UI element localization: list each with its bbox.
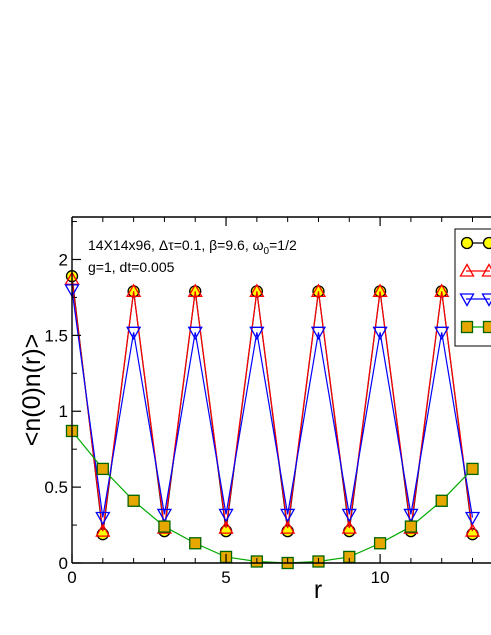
- legend-marker-circle: [460, 236, 474, 250]
- legend-marker-square: [460, 320, 474, 334]
- x-tick-label: 5: [221, 568, 230, 587]
- data-point-triangle-up: [434, 283, 450, 298]
- legend-marker-circle: [482, 236, 491, 250]
- data-point-square: [373, 537, 387, 550]
- data-point-triangle-up: [372, 283, 388, 298]
- series-triangle-down: [64, 284, 481, 526]
- data-point-triangle-down: [249, 326, 265, 341]
- data-point-triangle-up: [464, 523, 481, 537]
- x-tick-label: 0: [67, 568, 76, 587]
- data-point-triangle-up: [310, 283, 327, 298]
- data-point-triangle-down: [95, 511, 111, 526]
- series-line-triangle-down: [71, 289, 474, 518]
- y-tick-label: 0: [59, 554, 68, 573]
- data-point-triangle-down: [372, 326, 388, 341]
- axis-ticks: 0 5 10 0 0.5 1 1.5 2: [44, 217, 474, 587]
- y-tick-label: 1: [59, 402, 68, 421]
- data-point-triangle-down: [434, 326, 450, 341]
- data-point-triangle-up: [95, 523, 111, 537]
- data-point-triangle-down: [218, 508, 234, 523]
- data-point-triangle-down: [126, 326, 142, 341]
- legend-marker-triangle-up: [459, 263, 475, 277]
- y-tick-label: 2: [59, 250, 68, 269]
- data-point-square: [466, 462, 479, 476]
- data-point-triangle-down: [280, 508, 296, 523]
- data-point-triangle-down: [464, 511, 481, 526]
- data-point-triangle-down: [403, 508, 419, 523]
- annotation-line-1: 14X14x96, Δτ=0.1, β=9.6, ω0=1/2: [88, 237, 297, 257]
- y-tick-label: 0.5: [44, 478, 68, 497]
- data-point-triangle-up: [249, 283, 265, 298]
- legend-marker-triangle-down: [459, 293, 475, 307]
- data-point-triangle-up: [126, 283, 142, 298]
- y-tick-label: 1.5: [44, 326, 68, 345]
- legend-marker-triangle-down: [481, 293, 491, 307]
- data-point-square: [189, 537, 202, 550]
- data-point-triangle-up: [280, 520, 296, 534]
- data-point-square: [127, 494, 140, 507]
- data-point-square: [435, 494, 448, 507]
- data-point-triangle-down: [187, 326, 203, 341]
- data-point-square: [404, 520, 418, 533]
- data-point-triangle-up: [218, 520, 234, 534]
- legend-marker-square: [482, 320, 491, 334]
- data-point-triangle-down: [341, 508, 357, 523]
- data-point-square: [96, 462, 109, 476]
- legend: [454, 228, 491, 347]
- data-point-square: [158, 520, 171, 533]
- legend-marker-triangle-up: [481, 263, 491, 277]
- x-axis-label: r: [314, 576, 322, 604]
- data-point-triangle-down: [310, 326, 327, 341]
- y-axis-label: <n(0)n(r)>: [18, 334, 46, 447]
- data-point-triangle-down: [156, 508, 173, 523]
- x-tick-label: 10: [371, 568, 390, 587]
- data-point-triangle-up: [187, 283, 203, 298]
- annotation-line-2: g=1, dt=0.005: [88, 259, 175, 275]
- data-point-triangle-up: [341, 520, 357, 534]
